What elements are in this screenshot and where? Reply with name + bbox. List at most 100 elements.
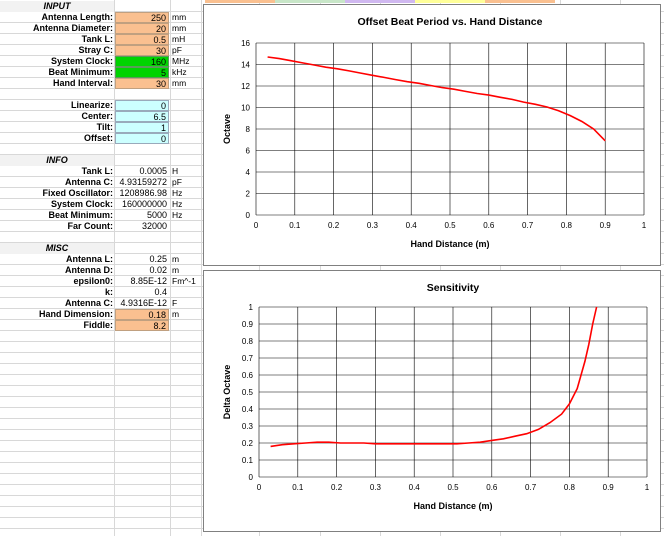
cell-stripe [205,0,275,3]
unit-cell [171,122,202,133]
column-divider [500,0,501,536]
row-label: System Clock: [50,56,113,66]
x-axis-label: Hand Distance (m) [410,239,489,249]
y-tick-label: 0 [246,211,251,220]
x-tick-label: 0.9 [603,483,615,492]
x-tick-label: 0 [257,483,262,492]
value-cell[interactable]: 32000 [141,221,167,231]
cell-stripe [275,0,345,3]
row-label: Antenna Length: [41,12,114,22]
row-label: k: [104,287,113,297]
value-cell[interactable]: 0.25 [149,254,167,264]
row-label: Antenna C: [65,298,113,308]
octave-chart[interactable]: Offset Beat Period vs. Hand Distance 0 2 4 6… [203,4,661,266]
x-tick-label: 0.7 [525,483,537,492]
x-tick-label: 0.2 [331,483,343,492]
x-tick-label: 0.8 [561,221,573,230]
section-header: INFO [0,155,114,166]
row-label: Antenna Diameter: [32,23,113,33]
value-cell[interactable]: 0.0005 [139,166,167,176]
y-tick-label: 1 [249,303,254,312]
y-tick-label: 0.3 [242,422,254,431]
y-tick-label: 0.7 [242,354,254,363]
value-cell[interactable]: 5000 [146,210,167,220]
value-cell[interactable]: 6.5 [115,111,169,122]
value-cell[interactable]: 1208986.98 [119,188,167,198]
unit-cell: Hz [172,188,183,198]
sensitivity-chart-svg: Sensitivity 0 0.1 0.2 0.3 0.4 0.5 0.6 0.7 0.8 0.9 1… [222,282,650,511]
cell-stripe [485,0,555,3]
value-cell[interactable]: 0 [115,100,169,111]
x-tick-label: 0 [254,221,259,230]
row-label: Offset: [84,133,113,143]
column-divider [259,0,260,536]
y-tick-label: 0.1 [242,456,254,465]
value-cell[interactable]: 0.02 [149,265,167,275]
unit-cell: m [172,254,180,264]
value-cell[interactable]: 20 [115,23,169,34]
unit-cell: Hz [172,210,183,220]
column-divider [320,0,321,536]
x-tick-label: 0.4 [406,221,418,230]
row-label: Linearize: [70,100,113,110]
value-cell[interactable]: 160000000 [121,199,167,209]
unit-cell [171,287,202,298]
value-cell[interactable]: 0.5 [115,34,169,45]
value-cell[interactable]: 250 [115,12,169,23]
value-cell[interactable]: 30 [115,45,169,56]
row-label: Tank L: [81,166,113,176]
y-tick-label: 0.9 [242,320,254,329]
x-tick-label: 0.7 [522,221,534,230]
column-divider [560,0,561,536]
row-label: Beat Minimum: [48,67,113,77]
x-tick-label: 1 [645,483,650,492]
row-label: Fiddle: [83,320,114,330]
unit-cell: MHz [172,56,190,66]
row-label: Center: [81,111,113,121]
sensitivity-chart[interactable]: Sensitivity 0 0.1 0.2 0.3 0.4 0.5 0.6 0.7 0.8 0.9 1… [203,270,661,532]
unit-cell: m [172,265,180,275]
x-tick-label: 0.8 [564,483,576,492]
column-divider [380,0,381,536]
y-tick-label: 0.6 [242,371,254,380]
unit-cell: pF [172,177,182,187]
unit-cell: mm [172,12,187,22]
value-cell[interactable]: 30 [115,78,169,89]
value-cell[interactable]: 8.2 [115,320,169,331]
chart-title: Offset Beat Period vs. Hand Distance [358,16,543,28]
chart-title: Sensitivity [427,282,480,294]
unit-cell: H [172,166,179,176]
row-label: Antenna C: [65,177,113,187]
x-tick-label: 0.2 [328,221,340,230]
y-tick-label: 16 [241,39,250,48]
unit-cell: Hz [172,199,183,209]
section-header: INPUT [0,1,114,12]
unit-cell [171,111,202,122]
value-cell[interactable]: 0.18 [115,309,169,320]
value-cell[interactable]: 5 [115,67,169,78]
y-axis-label: Delta Octave [222,365,232,420]
y-tick-label: 10 [241,104,250,113]
value-cell[interactable]: 160 [115,56,169,67]
x-tick-label: 0.9 [600,221,612,230]
value-cell[interactable]: 0 [115,133,169,144]
unit-cell [171,320,202,331]
x-tick-label: 0.5 [447,483,459,492]
series-line [270,306,598,448]
value-cell[interactable]: 0.4 [154,287,167,297]
column-divider [620,0,621,536]
value-cell[interactable]: 8.85E-12 [130,276,167,286]
unit-cell: Fm^-1 [172,276,196,286]
section-header: MISC [0,243,114,254]
column-divider [440,0,441,536]
x-tick-label: 0.1 [289,221,301,230]
x-tick-label: 0.3 [370,483,382,492]
unit-cell: m [172,309,180,319]
y-axis-label: Octave [222,114,232,144]
value-cell[interactable]: 4.9316E-12 [120,298,167,308]
value-cell[interactable]: 4.93159272 [119,177,167,187]
value-cell[interactable]: 1 [115,122,169,133]
row-label: Stray C: [78,45,113,55]
column-divider [114,0,115,536]
y-tick-label: 2 [246,190,251,199]
